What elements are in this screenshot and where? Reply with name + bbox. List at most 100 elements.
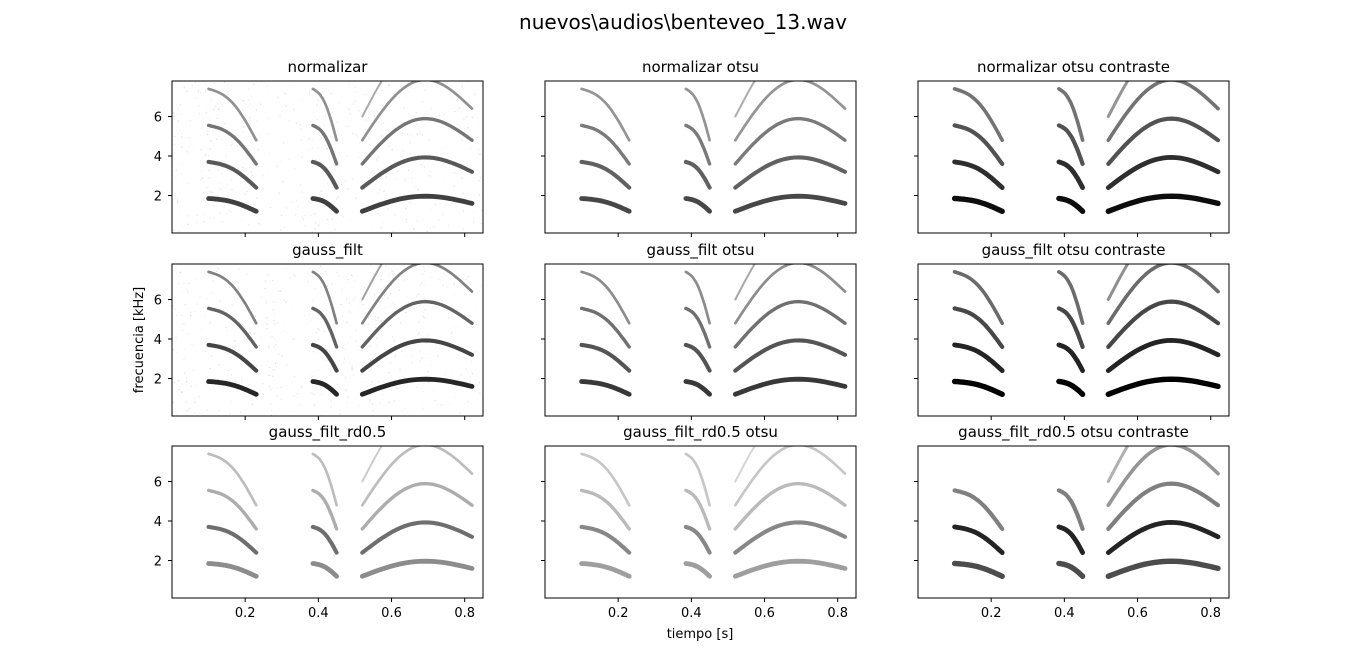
noise-speck: [465, 368, 467, 370]
noise-speck: [421, 134, 423, 136]
noise-speck: [404, 180, 406, 182]
noise-speck: [310, 319, 312, 321]
harmonic-arc: [952, 342, 1005, 373]
harmonic-arc: [579, 123, 631, 166]
noise-speck: [386, 358, 388, 360]
noise-speck: [424, 270, 426, 272]
noise-speck: [430, 106, 432, 108]
noise-speck: [447, 317, 449, 319]
noise-speck: [381, 297, 383, 299]
noise-speck: [478, 180, 480, 182]
harmonic-arc: [359, 193, 475, 214]
noise-speck: [473, 104, 475, 106]
noise-speck: [473, 210, 475, 213]
harmonic-arc: [580, 452, 631, 507]
noise-speck: [270, 403, 272, 405]
noise-speck: [186, 90, 188, 93]
plot-frame: [917, 263, 1230, 417]
noise-speck: [460, 374, 462, 376]
noise-speck: [215, 195, 217, 197]
noise-speck: [461, 86, 463, 88]
noise-speck: [386, 297, 389, 299]
noise-speck: [451, 331, 453, 333]
noise-speck: [310, 215, 312, 217]
noise-speck: [409, 134, 411, 136]
harmonic-arc: [952, 270, 1004, 325]
noise-speck: [273, 320, 275, 322]
noise-speck: [346, 402, 348, 404]
noise-speck: [373, 272, 375, 274]
noise-speck: [231, 128, 233, 130]
noise-speck: [186, 182, 188, 184]
noise-speck: [178, 389, 180, 391]
noise-speck: [251, 404, 253, 406]
harmonic-arc: [732, 193, 848, 214]
noise-speck: [308, 160, 311, 162]
harmonic-arc: [206, 488, 258, 531]
noise-speck: [454, 396, 456, 398]
noise-speck: [321, 393, 323, 395]
noise-speck: [242, 167, 244, 169]
noise-speck: [413, 228, 415, 230]
harmonic-arc: [683, 524, 712, 555]
noise-speck: [467, 127, 469, 129]
noise-speck: [277, 322, 279, 324]
noise-speck: [356, 135, 358, 137]
noise-speck: [354, 280, 356, 282]
noise-speck: [320, 277, 322, 279]
noise-speck: [264, 322, 266, 324]
noise-speck: [280, 356, 282, 358]
noise-speck: [406, 221, 408, 223]
noise-speck: [416, 123, 418, 125]
noise-speck: [390, 305, 392, 307]
noise-speck: [404, 178, 406, 180]
plot-frame: [917, 80, 1230, 234]
noise-speck: [172, 112, 175, 114]
harmonic-arc: [1056, 342, 1085, 373]
noise-speck: [197, 84, 199, 86]
noise-speck: [204, 350, 206, 352]
noise-speck: [229, 413, 231, 415]
noise-speck: [475, 306, 477, 308]
noise-speck: [354, 297, 356, 299]
noise-speck: [457, 309, 459, 311]
noise-speck: [462, 228, 464, 230]
noise-speck: [291, 201, 293, 203]
noise-speck: [362, 304, 364, 306]
noise-speck: [387, 208, 389, 211]
noise-speck: [324, 125, 326, 127]
noise-speck: [367, 117, 369, 119]
noise-speck: [358, 156, 360, 158]
noise-speck: [472, 373, 474, 375]
noise-speck: [441, 300, 444, 302]
noise-speck: [238, 268, 240, 270]
harmonic-arc: [310, 379, 339, 397]
harmonic-arc: [360, 520, 475, 555]
panel-title: gauss_filt: [292, 241, 363, 260]
noise-speck: [178, 326, 180, 328]
noise-speck: [368, 281, 370, 283]
noise-speck: [186, 151, 188, 153]
noise-speck: [260, 337, 262, 339]
noise-speck: [253, 83, 255, 86]
noise-speck: [376, 159, 378, 161]
harmonic-arc: [733, 446, 847, 507]
noise-speck: [398, 96, 400, 98]
noise-speck: [349, 125, 351, 127]
y-tick-label: 6: [154, 294, 162, 309]
noise-speck: [453, 283, 455, 285]
x-tick-label: 0.4: [681, 606, 702, 621]
noise-speck: [294, 167, 296, 169]
noise-speck: [393, 275, 395, 277]
noise-speck: [288, 158, 290, 160]
noise-speck: [347, 342, 349, 344]
noise-speck: [380, 227, 382, 229]
harmonic-arc: [733, 338, 848, 373]
noise-speck: [301, 216, 303, 219]
noise-speck: [213, 216, 215, 218]
noise-speck: [299, 404, 301, 406]
harmonic-arc: [952, 159, 1005, 190]
noise-speck: [471, 173, 473, 175]
noise-speck: [345, 389, 347, 391]
y-tick-label: 2: [154, 189, 162, 204]
